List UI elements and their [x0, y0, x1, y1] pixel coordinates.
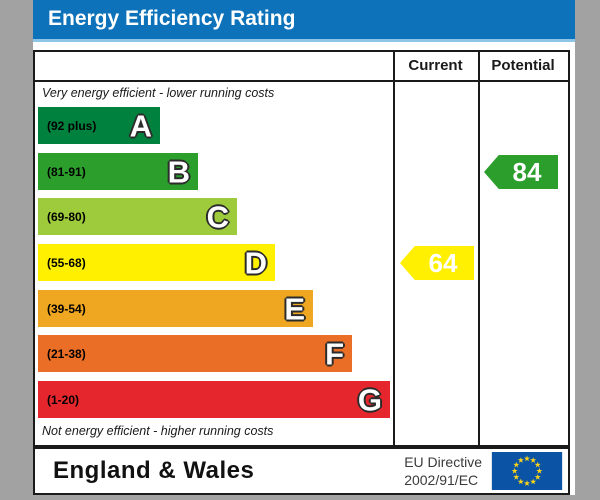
band-g-letter: G	[357, 382, 382, 417]
title-bar: Energy Efficiency Rating	[33, 0, 575, 42]
table-header-row	[35, 52, 568, 82]
potential-column-header: Potential	[491, 57, 555, 74]
chart-paper: Current Potential Very energy efficient …	[33, 42, 575, 495]
band-c: (69-80) C	[38, 198, 237, 235]
current-rating-value: 64	[428, 248, 458, 278]
band-g: (1-20) G	[38, 381, 390, 418]
band-f: (21-38) F	[38, 335, 352, 372]
current-column-divider	[393, 52, 395, 445]
top-note: Very energy efficient - lower running co…	[42, 86, 275, 100]
band-d-range: (55-68)	[47, 255, 86, 270]
eu-directive-label: EU Directive 2002/91/EC	[404, 453, 482, 489]
region-label: England & Wales	[53, 457, 255, 484]
band-b: (81-91) B	[38, 153, 198, 190]
potential-column-divider	[478, 52, 480, 445]
current-column-header: Current	[408, 57, 463, 74]
eu-directive-line1: EU Directive	[404, 453, 482, 470]
band-e-letter: E	[284, 291, 305, 326]
potential-rating-value: 84	[512, 157, 542, 187]
band-a-letter: A	[129, 108, 152, 143]
band-f-range: (21-38)	[47, 346, 86, 361]
band-e: (39-54) E	[38, 290, 313, 327]
band-b-range: (81-91)	[47, 164, 86, 179]
band-a: (92 plus) A	[38, 107, 160, 144]
bottom-note: Not energy efficient - higher running co…	[42, 424, 274, 438]
rating-table: Current Potential Very energy efficient …	[33, 50, 570, 447]
band-e-range: (39-54)	[47, 301, 86, 316]
eu-directive-line2: 2002/91/EC	[404, 472, 479, 488]
footer-bar: England & Wales EU Directive 2002/91/EC	[33, 447, 570, 495]
band-b-letter: B	[167, 154, 190, 189]
band-c-letter: C	[206, 199, 229, 234]
band-d-letter: D	[244, 245, 267, 280]
band-a-range: (92 plus)	[47, 118, 97, 133]
potential-rating-arrow: 84	[484, 155, 558, 189]
band-d: (55-68) D	[38, 244, 275, 281]
current-rating-arrow: 64	[400, 246, 474, 280]
band-f-letter: F	[325, 336, 344, 371]
band-c-range: (69-80)	[47, 209, 86, 224]
page-title: Energy Efficiency Rating	[48, 7, 296, 30]
eu-flag-icon	[491, 452, 563, 490]
band-g-range: (1-20)	[47, 392, 80, 407]
